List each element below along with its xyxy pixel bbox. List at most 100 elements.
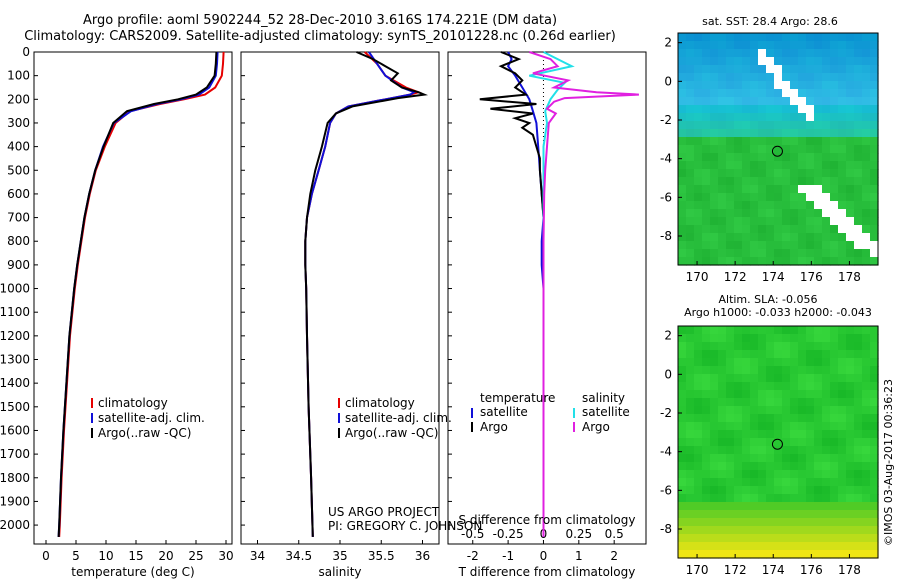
map-cell: [726, 398, 735, 407]
map-cell: [870, 41, 879, 50]
map-cell: [750, 454, 759, 463]
map-cell: [702, 225, 711, 234]
map-cell: [782, 382, 791, 391]
map-cell: [686, 225, 695, 234]
map-cell: [774, 49, 783, 58]
map-cell: [806, 233, 815, 242]
map-cell: [862, 366, 871, 375]
map-cell: [798, 121, 807, 130]
map-cell: [798, 326, 807, 335]
map-cell: [870, 129, 879, 138]
map-cell: [694, 430, 703, 439]
map-cell: [822, 33, 831, 42]
map-cell: [870, 398, 879, 407]
map-cell: [766, 57, 775, 66]
map-cell: [718, 550, 727, 559]
map-cell: [830, 65, 839, 74]
map-cell: [782, 446, 791, 455]
y-tick-label: 1900: [0, 494, 30, 508]
map-cell: [830, 49, 839, 58]
map-cell: [870, 510, 879, 519]
x-tick-label: 2: [610, 549, 618, 563]
map-cell: [830, 153, 839, 162]
y-tick-label: 1700: [0, 447, 30, 461]
map-cell: [766, 454, 775, 463]
map-cell: [830, 342, 839, 351]
map-cell: [726, 510, 735, 519]
map-cell: [742, 534, 751, 543]
map-cell: [790, 454, 799, 463]
map-cell: [734, 105, 743, 114]
map-cell: [726, 225, 735, 234]
map-cell: [694, 374, 703, 383]
salinity-legend: climatology satellite-adj. clim. Argo(..…: [338, 396, 452, 440]
map-cell: [830, 366, 839, 375]
map-cell: [814, 249, 823, 258]
map-cell: [854, 145, 863, 154]
map-cell: [702, 113, 711, 122]
map-cell: [774, 137, 783, 146]
map-cell: [710, 478, 719, 487]
x-tick-label: 170: [686, 563, 709, 577]
map-cell: [862, 97, 871, 106]
map-cell: [726, 201, 735, 210]
map-cell: [790, 462, 799, 471]
map-cell: [686, 249, 695, 258]
map-cell: [766, 534, 775, 543]
map-cell: [774, 33, 783, 42]
map-cell: [774, 113, 783, 122]
map-cell: [726, 105, 735, 114]
map-cell: [862, 510, 871, 519]
map-cell: [846, 233, 855, 242]
map-cell: [750, 446, 759, 455]
map-cell: [774, 217, 783, 226]
map-cell: [702, 217, 711, 226]
map-cell: [734, 478, 743, 487]
map-cell: [814, 390, 823, 399]
map-cell: [798, 534, 807, 543]
map-cell: [830, 33, 839, 42]
map-cell: [766, 414, 775, 423]
map-cell: [758, 510, 767, 519]
map-cell: [686, 382, 695, 391]
map-cell: [718, 257, 727, 266]
y-tick-label: 800: [7, 234, 30, 248]
map-cell: [830, 550, 839, 559]
map-cell: [702, 41, 711, 50]
map-cell: [718, 193, 727, 202]
map-cell: [854, 89, 863, 98]
map-cell: [686, 534, 695, 543]
map-cell: [798, 201, 807, 210]
map-cell: [846, 534, 855, 543]
map-cell: [758, 470, 767, 479]
map-cell: [862, 169, 871, 178]
map-cell: [806, 145, 815, 154]
map-cell: [686, 334, 695, 343]
map-cell: [710, 57, 719, 66]
map-cell: [710, 534, 719, 543]
map-cell: [870, 414, 879, 423]
map-cell: [710, 510, 719, 519]
map-cell: [830, 454, 839, 463]
map-cell: [790, 366, 799, 375]
map-cell: [846, 257, 855, 266]
map-cell: [686, 494, 695, 503]
map-cell: [718, 169, 727, 178]
map-cell: [702, 510, 711, 519]
map-cell: [750, 161, 759, 170]
map-cell: [678, 89, 687, 98]
map-cell: [758, 97, 767, 106]
map-cell: [734, 454, 743, 463]
x-tick-label: 35: [332, 549, 347, 563]
map-cell: [734, 97, 743, 106]
map-cell: [814, 217, 823, 226]
map-cell: [806, 129, 815, 138]
map-cell: [774, 462, 783, 471]
map-cell: [734, 41, 743, 50]
map-cell: [782, 478, 791, 487]
map-cell: [790, 542, 799, 551]
series-line-satellite-adj-clim-: [57, 51, 219, 537]
map-cell: [790, 374, 799, 383]
map-cell: [710, 121, 719, 130]
map-cell: [774, 121, 783, 130]
